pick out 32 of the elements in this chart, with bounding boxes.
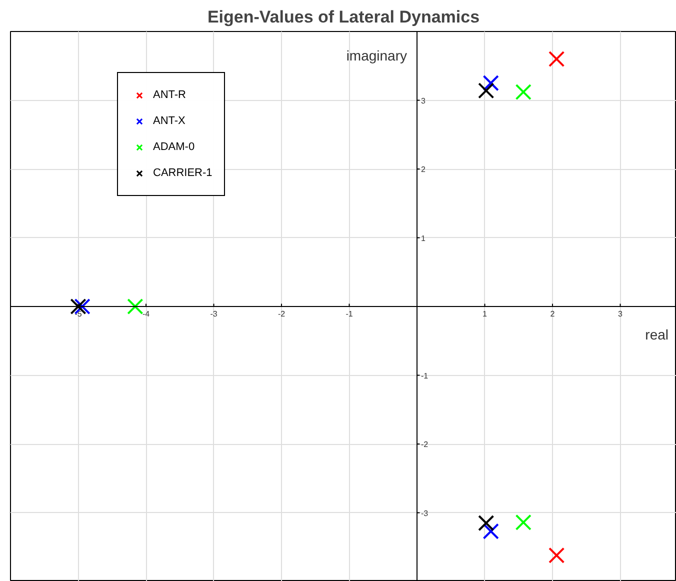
point: [478, 514, 494, 532]
y-tick-label: 2: [421, 165, 426, 174]
y-tick-label: 1: [421, 234, 426, 243]
y-tick-label: 3: [421, 96, 426, 106]
x-axis-title: real: [645, 326, 669, 342]
legend-label: ANT-R: [153, 89, 186, 101]
y-axis-title: imaginary: [346, 48, 408, 64]
point: [515, 84, 532, 100]
point: [74, 298, 90, 315]
x-tick-label: -2: [278, 310, 286, 318]
point: [482, 523, 499, 540]
point: [548, 547, 565, 564]
x-tick-label: 1: [482, 310, 488, 318]
y-tick-label: -3: [421, 508, 429, 518]
point: [548, 50, 565, 68]
y-tick-label: -1: [421, 371, 429, 380]
chart-title: Eigen-Values of Lateral Dynamics: [207, 8, 480, 26]
legend-label: ADAM-0: [153, 141, 195, 153]
legend-label: CARRIER-1: [153, 167, 212, 179]
y-tick-label: -2: [421, 440, 429, 449]
point: [478, 82, 494, 99]
point: [515, 514, 532, 530]
x-tick-label: -4: [142, 310, 150, 318]
legend-label: ANT-X: [153, 115, 186, 127]
x-tick-label: -3: [210, 310, 218, 318]
point: [482, 74, 499, 92]
x-tick-label: -1: [346, 310, 354, 318]
x-tick-label: -5: [74, 310, 82, 318]
point: [70, 298, 86, 315]
point: [127, 298, 144, 315]
x-tick-label: 2: [550, 310, 556, 318]
x-tick-label: 3: [618, 310, 624, 318]
